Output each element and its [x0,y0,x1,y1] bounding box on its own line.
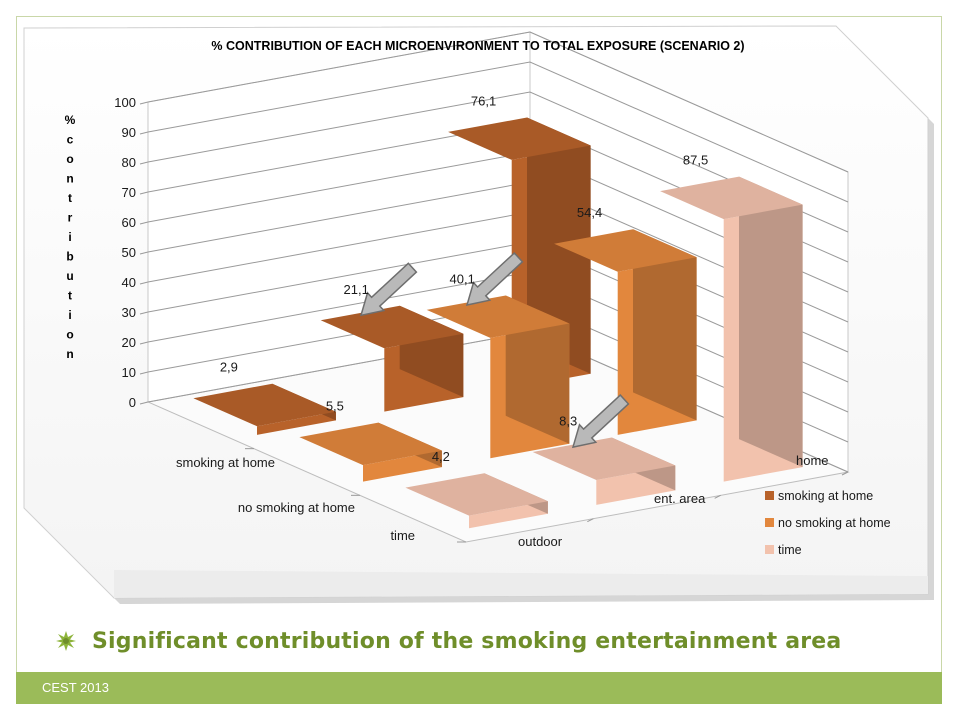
legend-swatch-time [765,545,774,554]
y-axis-label-char: i [68,230,71,244]
category-label-home: home [796,453,829,468]
y-axis-label-char: r [68,211,73,225]
tick-mark [139,221,149,225]
bar-no-smoking-at-home-outdoor [299,422,442,482]
bar-time-home-side [739,176,803,468]
bar-no-smoking-at-home-home [554,229,697,435]
bar-no-smoking-at-home-ent-area-side [505,295,570,444]
bullet-row: Significant contribution of the smoking … [56,624,841,658]
bar-no-smoking-at-home-home-top [554,229,697,272]
y-axis-label-char: c [67,133,74,147]
tick-mark [139,281,149,285]
y-tick-label: 50 [122,245,136,260]
bar-time-outdoor-front [469,501,548,529]
depth-tick [587,518,594,523]
y-tick-label: 40 [122,275,136,290]
y-tick-label: 90 [122,125,136,140]
tick-mark [139,191,149,195]
y-axis-label-char: o [66,152,73,166]
data-label-time-ent-area: 8,3 [559,414,577,429]
y-axis-label-char: % [65,113,76,127]
y-tick-label: 60 [122,215,136,230]
y-tick-label: 10 [122,365,136,380]
tick-mark [139,371,149,375]
footer-bar: CEST 2013 [16,672,942,704]
bar-time-outdoor-top [405,473,548,516]
data-label-no-smoking-at-home-ent-area: 40,1 [450,271,475,286]
bar-smoking-at-home-outdoor-top [193,383,336,427]
footer-text: CEST 2013 [42,680,109,695]
tick-mark [139,311,149,315]
bar-time-ent-area [532,437,676,505]
bar-time-home [660,176,803,482]
chart-bars [193,117,803,529]
category-label-outdoor: outdoor [518,534,563,549]
legend-label-time: time [778,543,802,557]
y-axis-label-char: o [66,328,73,342]
tick-mark [139,341,149,345]
y-axis-label-char: t [68,289,72,303]
bar-no-smoking-at-home-home-side [633,229,697,421]
depth-tick [841,471,849,476]
star-burst-bullet-icon [56,631,76,651]
bar-no-smoking-at-home-ent-area [426,295,570,459]
bar-time-ent-area-top [532,437,676,480]
series-axis-label-smoking-at-home: smoking at home [176,455,275,470]
bar-smoking-at-home-outdoor-front [257,411,336,435]
gridline [147,31,849,173]
chart-annotation-arrows [359,251,630,449]
annotation-arrow [571,394,630,449]
bar-time-outdoor [405,473,548,529]
bar-smoking-at-home-home-top [448,117,591,160]
depth-tick [714,494,721,499]
data-label-no-smoking-at-home-home: 54,4 [577,205,602,220]
bar-smoking-at-home-ent-area [320,305,464,412]
legend-label-smoking-at-home: smoking at home [778,489,873,503]
y-axis-label-char: b [66,250,73,264]
y-tick-label: 100 [114,95,136,110]
series-axis-label-no-smoking-at-home: no smoking at home [238,500,355,515]
legend-swatch-smoking-at-home [765,491,774,500]
data-label-smoking-at-home-outdoor: 2,9 [220,360,238,375]
y-tick-label: 70 [122,185,136,200]
gridline [147,61,849,203]
bar-smoking-at-home-outdoor [193,383,336,435]
legend-label-no-smoking-at-home: no smoking at home [778,516,891,530]
y-tick-label: 0 [129,395,136,410]
y-tick-label: 30 [122,305,136,320]
y-axis-label-char: i [68,308,71,322]
chart-title: % CONTRIBUTION OF EACH MICROENVIRONMENT … [211,39,744,53]
legend-swatch-no-smoking-at-home [765,518,774,527]
y-axis-label-char: n [66,347,73,361]
data-label-no-smoking-at-home-outdoor: 5,5 [326,399,344,414]
tick-mark [139,131,149,135]
y-axis-label-char: t [68,191,72,205]
tick-mark [139,101,149,105]
data-label-smoking-at-home-ent-area: 21,1 [344,282,369,297]
bullet-text: Significant contribution of the smoking … [92,628,842,654]
series-axis-label-time: time [390,528,415,543]
data-label-time-outdoor: 4,2 [432,449,450,464]
bar-smoking-at-home-ent-area-top [320,305,464,349]
legend: smoking at home no smoking at home time [765,489,891,557]
data-label-smoking-at-home-home: 76,1 [471,93,496,108]
category-label-ent-area: ent. area [654,491,706,506]
tick-mark [139,251,149,255]
chart-panel-base [114,570,928,598]
bar-no-smoking-at-home-outdoor-top [299,422,442,466]
tick-mark [139,401,149,405]
bar-time-home-top [660,176,803,220]
chart-labels: 0102030405060708090100%contributionoutdo… [65,93,829,549]
data-label-time-home: 87,5 [683,153,708,168]
annotation-arrow [359,262,418,317]
bar-no-smoking-at-home-ent-area-top [426,295,570,338]
y-tick-label: 80 [122,155,136,170]
tick-mark [139,161,149,165]
y-axis-label-char: n [66,172,73,186]
y-tick-label: 20 [122,335,136,350]
y-axis-label-char: u [66,269,73,283]
annotation-arrow [465,251,524,306]
